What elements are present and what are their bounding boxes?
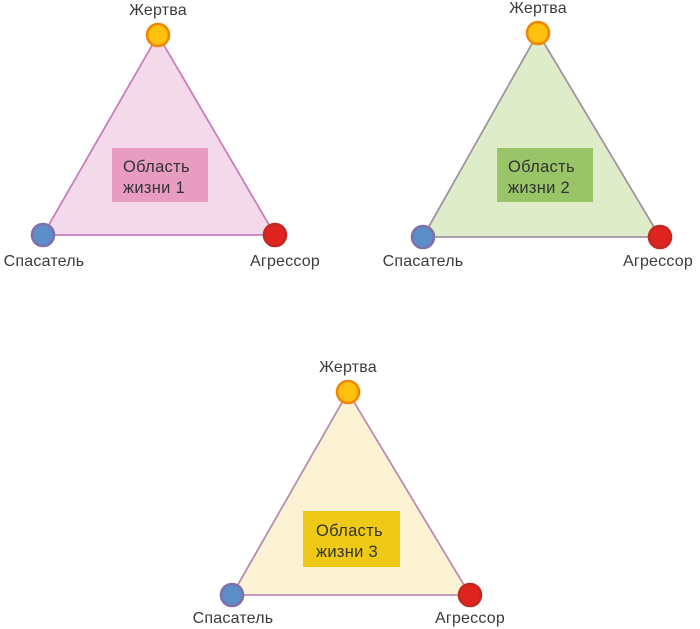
victim-label: Жертва bbox=[129, 2, 187, 19]
life-area-label-line1: Область bbox=[316, 522, 383, 540]
life-area-label-line1: Область bbox=[508, 158, 575, 176]
rescuer-label: Спасатель bbox=[4, 253, 85, 270]
victim-label: Жертва bbox=[319, 359, 377, 376]
life-area-label-line1: Область bbox=[123, 158, 190, 176]
aggressor-node bbox=[457, 582, 483, 608]
aggressor-label: Агрессор bbox=[250, 253, 320, 270]
victim-label: Жертва bbox=[509, 0, 567, 17]
rescuer-label: Спасатель bbox=[383, 253, 464, 270]
triangle-shape bbox=[421, 31, 662, 238]
drama-triangle-1: Область жизни 1 Жертва Спасатель Агрессо… bbox=[4, 2, 320, 270]
drama-triangle-2: Область жизни 2 Жертва Спасатель Агрессо… bbox=[383, 0, 693, 270]
rescuer-node bbox=[410, 224, 436, 250]
victim-node bbox=[145, 22, 171, 48]
triangle-shape bbox=[230, 390, 472, 596]
life-area-label-line2: жизни 1 bbox=[123, 179, 185, 197]
aggressor-node bbox=[647, 224, 673, 250]
triangle-shape bbox=[41, 33, 277, 236]
aggressor-label: Агрессор bbox=[623, 253, 693, 270]
life-area-box bbox=[303, 511, 400, 567]
rescuer-label: Спасатель bbox=[193, 610, 274, 627]
rescuer-node bbox=[219, 582, 245, 608]
aggressor-label: Агрессор bbox=[435, 610, 505, 627]
rescuer-node bbox=[30, 222, 56, 248]
aggressor-node bbox=[262, 222, 288, 248]
life-area-box bbox=[497, 148, 593, 202]
life-area-box bbox=[112, 148, 208, 202]
victim-node bbox=[335, 379, 361, 405]
life-area-label-line2: жизни 3 bbox=[316, 543, 378, 561]
victim-node bbox=[525, 20, 551, 46]
drama-triangle-3: Область жизни 3 Жертва Спасатель Агрессо… bbox=[193, 359, 505, 627]
life-area-label-line2: жизни 2 bbox=[508, 179, 570, 197]
